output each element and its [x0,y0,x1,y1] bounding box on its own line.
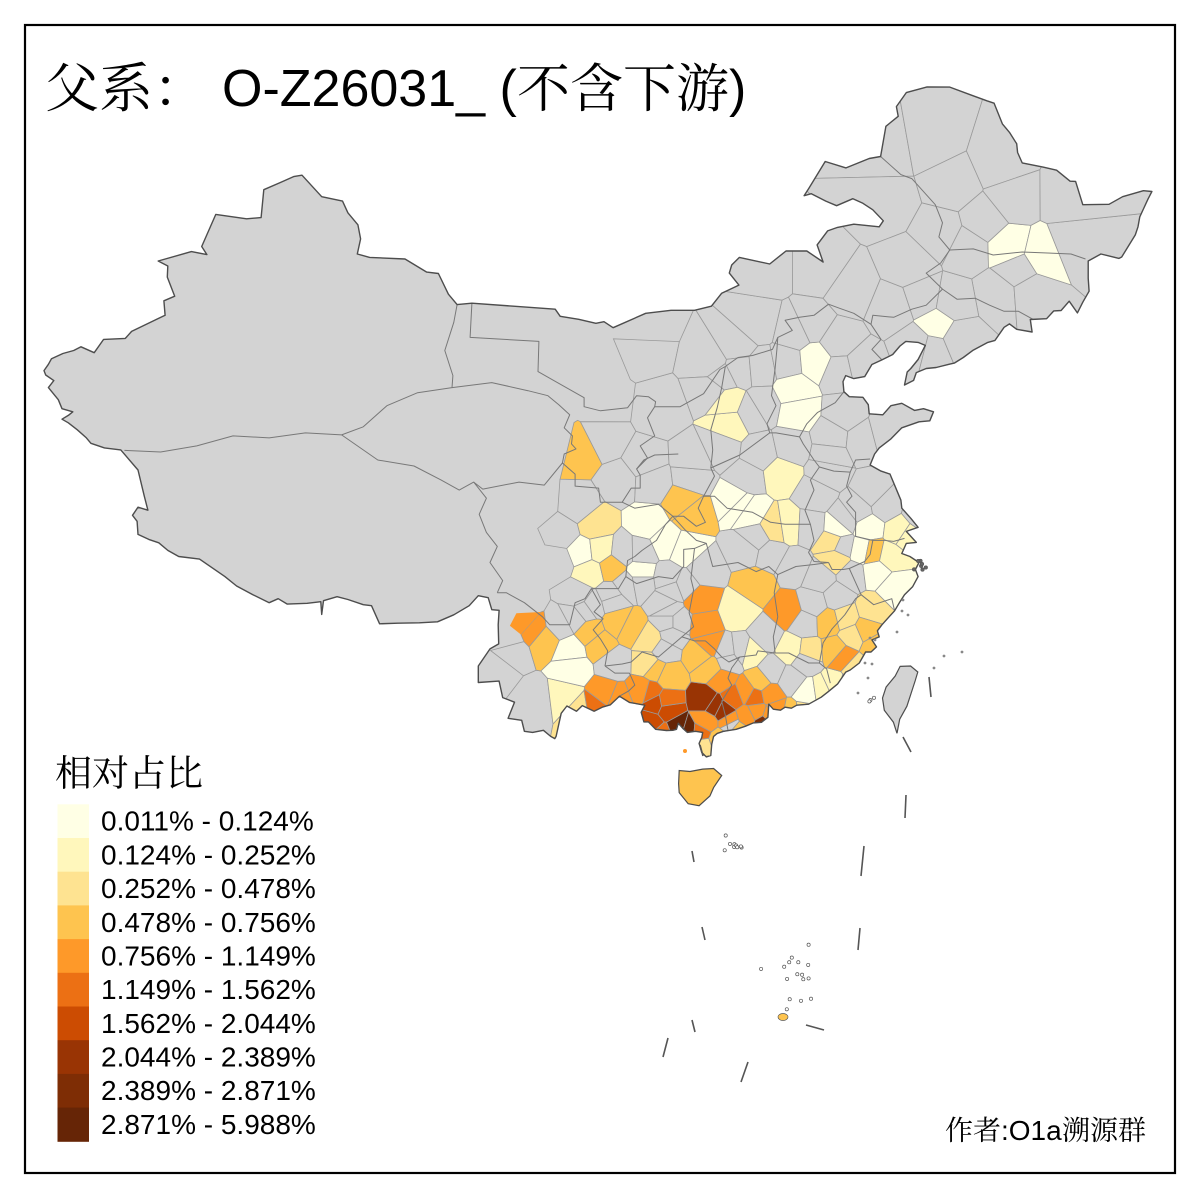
svg-text:1.149% - 1.562%: 1.149% - 1.562% [101,974,316,1005]
svg-text:0.756% - 1.149%: 0.756% - 1.149% [101,940,316,971]
svg-text:2.044% - 2.389%: 2.044% - 2.389% [101,1042,316,1073]
svg-text:2.871% - 5.988%: 2.871% - 5.988% [101,1109,316,1140]
svg-text:O-Z26031_ (: O-Z26031_ ( [222,60,517,118]
svg-text:0.124% - 0.252%: 0.124% - 0.252% [101,839,316,870]
svg-text:1.562% - 2.044%: 1.562% - 2.044% [101,1008,316,1039]
svg-text:0.011% - 0.124%: 0.011% - 0.124% [101,806,314,837]
svg-text:2.389% - 2.871%: 2.389% - 2.871% [101,1075,316,1106]
svg-text:0.252% - 0.478%: 0.252% - 0.478% [101,873,316,904]
svg-text::O1a: :O1a [1001,1115,1062,1146]
svg-text:0.478% - 0.756%: 0.478% - 0.756% [101,907,316,938]
svg-text:): ) [729,60,746,118]
